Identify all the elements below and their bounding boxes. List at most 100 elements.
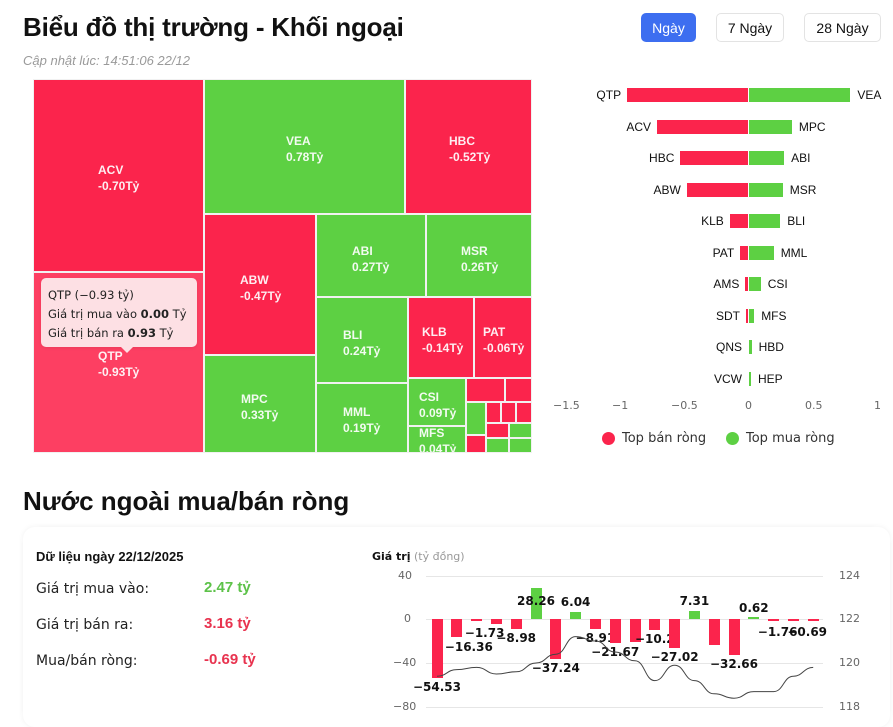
value: 0.09Tỷ (419, 406, 457, 420)
buy-ticker: MPC (798, 119, 826, 134)
treemap-cell-pat[interactable]: PAT -0.06Tỷ (474, 297, 532, 378)
treemap-cell-vea[interactable]: VEA 0.78Tỷ (204, 79, 405, 214)
sell-ticker: KLB (701, 214, 724, 228)
treemap-cell-small[interactable] (466, 435, 486, 453)
column-chart-ylabel: Giá trị (tỷ đồng) (372, 550, 465, 563)
sell-bar[interactable] (657, 119, 748, 134)
column-value-label: −8.91 (575, 630, 616, 645)
column-bar[interactable] (768, 619, 780, 621)
ticker: MSR (461, 244, 488, 258)
sell-bar[interactable] (627, 88, 748, 102)
buy-bar[interactable] (749, 245, 774, 260)
treemap-cell-small[interactable] (505, 378, 532, 402)
column-bar[interactable] (451, 619, 463, 637)
section-title-net-flow: Nước ngoài mua/bán ròng (23, 486, 350, 516)
buy-bar[interactable] (749, 88, 851, 102)
sell-bar[interactable] (680, 151, 748, 165)
column-bar[interactable] (490, 619, 502, 624)
column-value-label: −37.24 (531, 661, 580, 676)
treemap-cell-small[interactable] (501, 402, 516, 423)
sell-ticker: HBC (649, 151, 675, 165)
column-bar[interactable] (708, 619, 720, 646)
period-day-button[interactable]: Ngày (641, 13, 696, 42)
buy-bar[interactable] (749, 277, 761, 291)
gridline (426, 663, 823, 664)
treemap-cell-small[interactable] (509, 423, 532, 438)
treemap-cell-small[interactable] (516, 402, 532, 423)
y-tick-right: 122 (839, 612, 860, 625)
ticker: KLB (422, 325, 447, 339)
gridline (426, 576, 823, 577)
column-bar[interactable] (649, 619, 661, 631)
buy-bar[interactable] (749, 151, 785, 165)
treemap-cell-mml[interactable]: MML 0.19Tỷ (316, 383, 408, 453)
x-tick: −1 (612, 399, 629, 412)
buy-bar[interactable] (749, 119, 792, 134)
value: 0.04Tỷ (419, 442, 457, 453)
buy-bar[interactable] (749, 182, 783, 197)
treemap-cell-small[interactable] (509, 438, 532, 453)
column-bar[interactable] (471, 619, 483, 621)
column-bar[interactable] (688, 611, 700, 619)
sell-bar[interactable] (746, 308, 748, 323)
treemap-cell-abi[interactable]: ABI 0.27Tỷ (316, 214, 426, 297)
column-bar[interactable] (431, 619, 443, 679)
sell-bar[interactable] (745, 277, 748, 291)
value: 0.24Tỷ (343, 344, 381, 358)
column-bar[interactable] (669, 619, 681, 649)
legend-buy[interactable]: Top mua ròng (726, 431, 835, 446)
treemap-cell-abw[interactable]: ABW -0.47Tỷ (204, 214, 316, 355)
column-bar[interactable] (728, 619, 740, 655)
legend-sell[interactable]: Top bán ròng (602, 431, 706, 446)
net-value: -0.69 tỷ (204, 651, 256, 668)
sell-bar[interactable] (740, 245, 748, 260)
buy-bar[interactable] (749, 340, 752, 354)
column-bar[interactable] (787, 619, 799, 621)
tooltip-title: QTP (−0.93 tỷ) (48, 288, 134, 302)
column-bar[interactable] (748, 617, 760, 619)
treemap-cell-mpc[interactable]: MPC 0.33Tỷ (204, 355, 316, 453)
y-tick-left: −40 (393, 656, 417, 669)
buy-bar[interactable] (749, 371, 751, 386)
ticker: QTP (98, 349, 123, 363)
ticker: VEA (286, 134, 311, 148)
period-28day-button[interactable]: 28 Ngày (804, 13, 881, 42)
y-tick-left: −80 (393, 700, 417, 713)
treemap-cell-csi[interactable]: CSI 0.09Tỷ (408, 378, 466, 426)
sell-bar[interactable] (729, 214, 748, 228)
column-bar[interactable] (609, 619, 621, 643)
buy-bar[interactable] (749, 308, 755, 323)
treemap-cell-small[interactable] (466, 402, 486, 435)
column-bar[interactable] (807, 619, 819, 621)
treemap-cell-small[interactable] (466, 378, 505, 402)
column-bar[interactable] (629, 619, 641, 642)
ticker: ABW (240, 273, 269, 287)
treemap-cell-acv[interactable]: ACV -0.70Tỷ (33, 79, 204, 272)
treemap-cell-small[interactable] (486, 423, 509, 438)
column-value-label: −16.36 (444, 640, 493, 654)
column-value-label: 28.26 (517, 594, 555, 608)
gridline (426, 619, 823, 620)
treemap-cell-hbc[interactable]: HBC -0.52Tỷ (405, 79, 532, 214)
value: -0.93Tỷ (98, 365, 140, 379)
treemap-cell-small[interactable] (486, 438, 509, 453)
column-bar[interactable] (510, 619, 522, 629)
column-bar[interactable] (530, 588, 542, 619)
treemap-cell-mfs[interactable]: MFS 0.04Tỷ (408, 426, 466, 453)
column-value-label: −1.76 (757, 625, 798, 639)
treemap-cell-small[interactable] (486, 402, 501, 423)
sell-bar[interactable] (686, 182, 748, 197)
column-bar[interactable] (570, 612, 582, 619)
page-title: Biểu đồ thị trường - Khối ngoại (23, 12, 404, 42)
ticker: BLI (343, 328, 363, 342)
y-tick-right: 120 (839, 656, 860, 669)
value: -0.70Tỷ (98, 179, 140, 193)
treemap-cell-klb[interactable]: KLB -0.14Tỷ (408, 297, 474, 378)
column-bar[interactable] (589, 619, 601, 629)
treemap-cell-msr[interactable]: MSR 0.26Tỷ (426, 214, 532, 297)
column-bar[interactable] (550, 619, 562, 660)
treemap-cell-bli[interactable]: BLI 0.24Tỷ (316, 297, 408, 383)
period-7day-button[interactable]: 7 Ngày (716, 13, 784, 42)
value: 0.26Tỷ (461, 260, 499, 274)
buy-bar[interactable] (749, 214, 781, 228)
